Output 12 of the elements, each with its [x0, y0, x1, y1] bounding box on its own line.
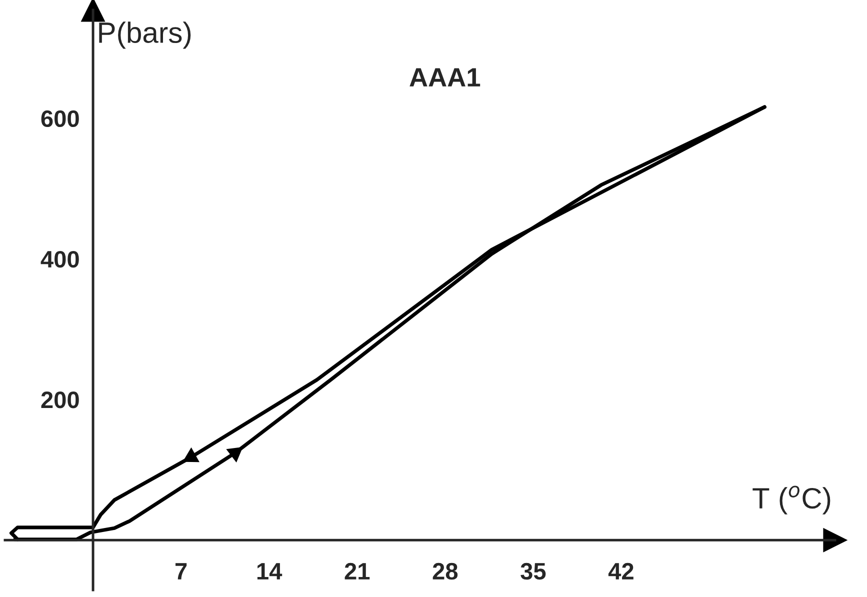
text: AAA1 [410, 68, 480, 86]
x-tick-label: 42 [608, 562, 634, 580]
x-axis-title: T ($^{o}$C) [752, 486, 830, 514]
y-tick-label: 200 [41, 392, 79, 408]
x-tick-label: 28 [432, 562, 458, 580]
y-tick-label: 400 [40, 250, 79, 268]
x-tick-label: 21 [344, 562, 370, 580]
x-tick-label: 14 [257, 563, 282, 580]
x-tick-label: 7 [176, 563, 187, 580]
x-tick-label: 35 [520, 562, 546, 580]
y-tick-label: 600 [41, 110, 79, 128]
y-axis-title: P(bars) [99, 22, 191, 49]
